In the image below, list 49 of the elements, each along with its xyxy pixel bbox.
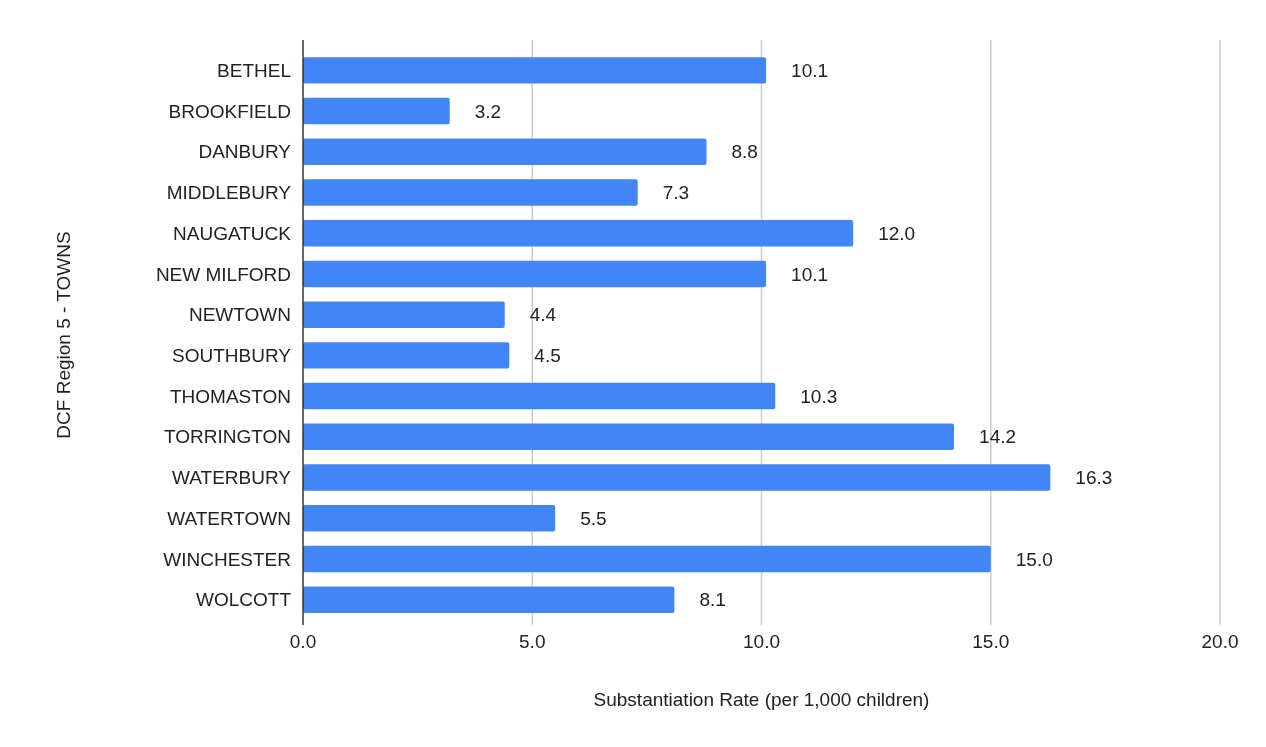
bar [303, 138, 707, 166]
y-tick-label: BROOKFIELD [168, 100, 291, 122]
bar [303, 260, 767, 288]
y-tick-label: THOMASTON [169, 385, 291, 407]
data-label: 15.0 [1015, 548, 1053, 570]
bar [303, 382, 776, 410]
y-axis-title: DCF Region 5 - TOWNS [53, 231, 74, 439]
bar [303, 504, 556, 532]
y-tick-label: BETHEL [217, 60, 291, 82]
bar [303, 179, 638, 206]
x-tick-label: 10.0 [743, 631, 780, 652]
y-tick-label: NEW MILFORD [155, 263, 291, 285]
bar [303, 545, 991, 573]
y-tick-label: MIDDLEBURY [166, 182, 292, 204]
bar [303, 219, 854, 247]
data-label: 4.4 [529, 304, 557, 326]
data-label: 10.1 [791, 263, 829, 285]
data-label: 8.8 [731, 141, 758, 163]
data-label: 14.2 [979, 426, 1017, 448]
bar [303, 342, 510, 369]
data-label: 7.3 [662, 182, 690, 204]
data-label: 10.1 [791, 60, 829, 82]
y-tick-label: SOUTHBURY [172, 345, 292, 367]
data-label: 4.5 [534, 345, 561, 367]
data-label: 8.1 [699, 589, 726, 611]
bar [303, 301, 505, 328]
y-tick-label: TORRINGTON [163, 426, 291, 448]
y-tick-label: WATERTOWN [167, 507, 291, 529]
y-tick-label: WATERBURY [172, 467, 292, 489]
data-label: 12.0 [878, 222, 916, 244]
bar [303, 97, 450, 125]
data-label: 10.3 [800, 385, 838, 407]
bar [303, 423, 955, 451]
x-axis-title: Substantiation Rate (per 1,000 children) [593, 689, 930, 710]
data-label: 5.5 [580, 507, 607, 529]
y-tick-label: WINCHESTER [163, 548, 291, 570]
y-tick-label: NEWTOWN [188, 304, 291, 326]
x-tick-label: 20.0 [1201, 631, 1239, 652]
data-label: 16.3 [1075, 467, 1113, 489]
bar [303, 57, 767, 84]
x-tick-label: 0.0 [289, 631, 317, 652]
data-label: 3.2 [474, 100, 502, 122]
y-tick-label: DANBURY [198, 141, 292, 163]
y-tick-label: WOLCOTT [196, 589, 292, 611]
x-tick-label: 15.0 [972, 631, 1010, 652]
x-tick-label: 5.0 [519, 631, 546, 652]
bar [303, 464, 1051, 491]
y-tick-label: NAUGATUCK [173, 222, 292, 244]
bar [303, 586, 675, 613]
